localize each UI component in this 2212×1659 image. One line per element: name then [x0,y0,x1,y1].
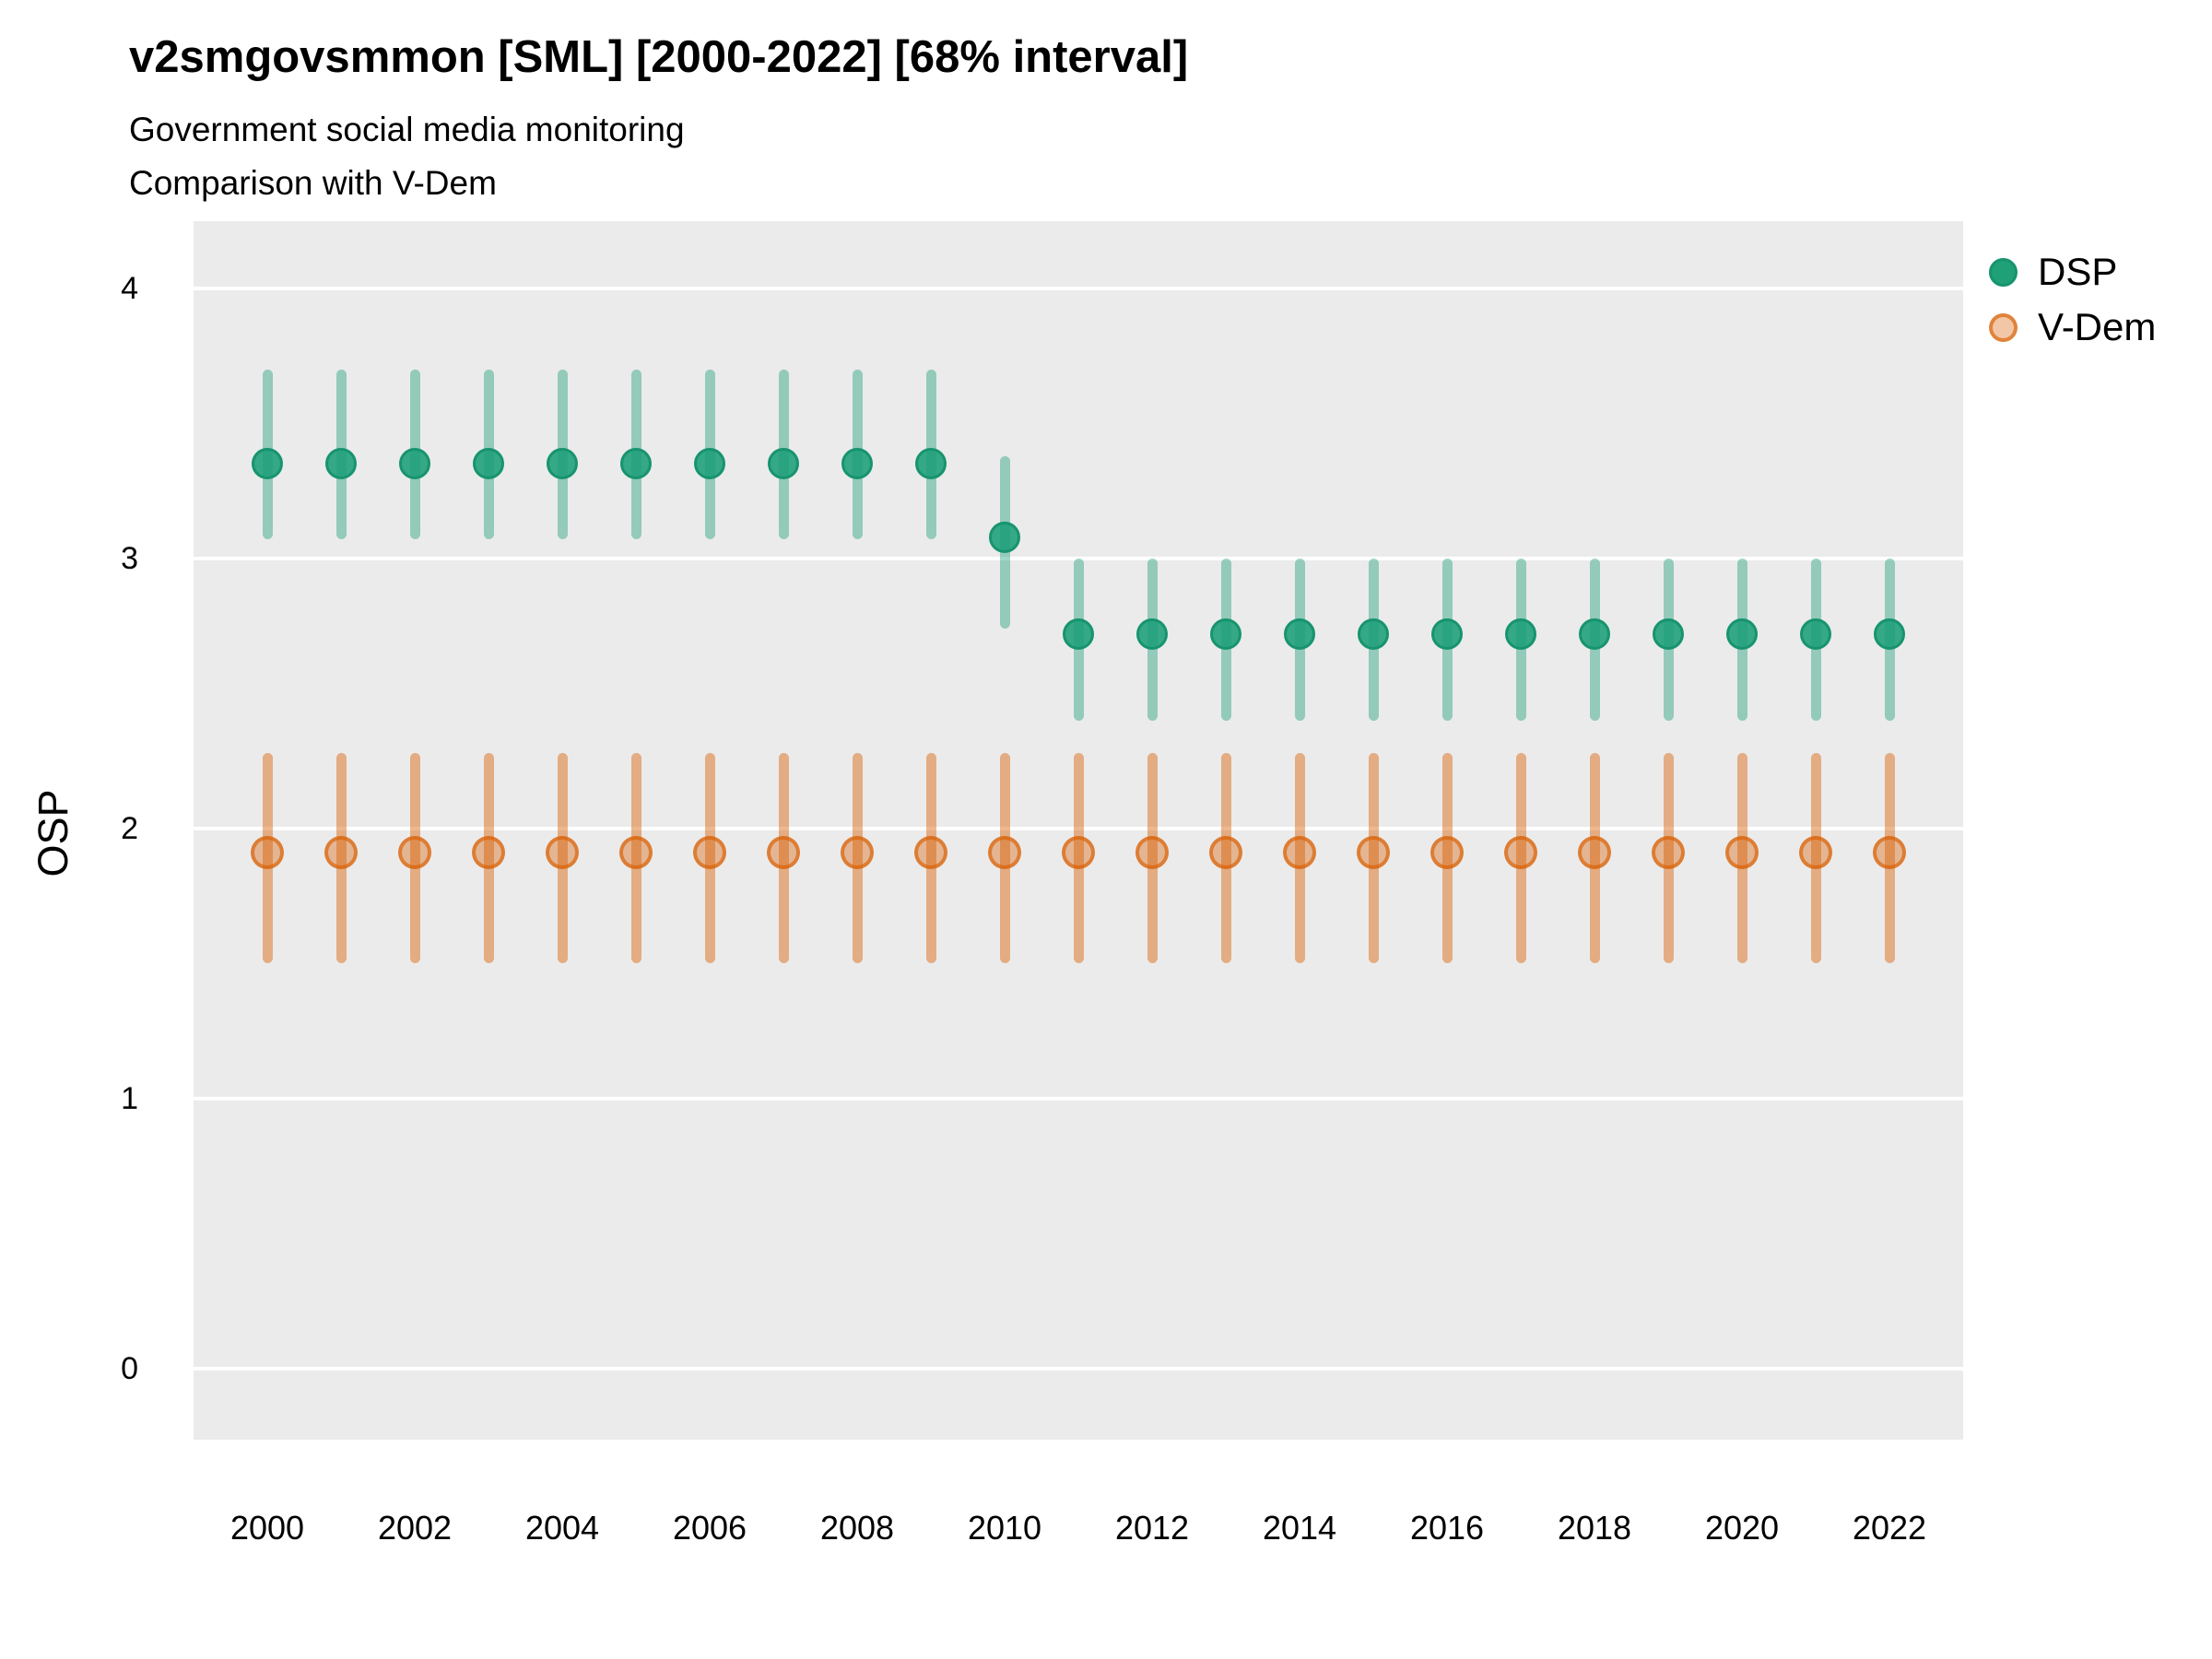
y-tick-label-1: 1 [121,1081,138,1116]
v-dem-point-2014 [1283,836,1316,870]
dsp-point-2011 [1063,618,1094,651]
legend-label-vdem: V-Dem [2038,305,2157,348]
x-tick-label-2022: 2022 [1852,1509,1927,1547]
v-dem-point-2020 [1725,836,1759,870]
v-dem-point-2022 [1873,836,1906,870]
v-dem-point-2015 [1357,836,1390,870]
x-tick-label-2018: 2018 [1557,1509,1632,1547]
x-tick-label-2016: 2016 [1409,1509,1485,1547]
v-dem-point-2004 [546,836,579,870]
x-tick-label-2002: 2002 [377,1509,453,1547]
x-tick-label-2006: 2006 [672,1509,747,1547]
y-tick-label-0: 0 [121,1351,138,1386]
legend: DSP V-Dem [1989,251,2156,348]
dsp-point-2006 [694,448,725,480]
v-dem-point-2013 [1209,836,1242,870]
dsp-point-2019 [1653,618,1684,651]
x-tick-label-2010: 2010 [967,1509,1042,1547]
x-tick-label-2012: 2012 [1114,1509,1190,1547]
chart-subtitle-line-1: Government social media monitoring [129,111,685,148]
gridline-y-4 [194,287,1963,290]
v-dem-point-2000 [251,836,284,870]
gridline-y-1 [194,1097,1963,1100]
v-dem-point-2019 [1652,836,1685,870]
v-dem-point-2008 [841,836,874,870]
v-dem-point-2006 [693,836,726,870]
x-tick-label-2000: 2000 [229,1509,305,1547]
dsp-point-2018 [1579,618,1610,651]
legend-item-dsp: DSP [1989,251,2156,293]
dsp-point-2002 [399,448,430,480]
dsp-point-2010 [989,521,1020,553]
dsp-point-2000 [252,448,283,480]
gridline-y-2 [194,827,1963,830]
gridline-y-3 [194,557,1963,560]
chart-subtitle-line-2: Comparison with V-Dem [129,164,497,202]
dsp-point-2015 [1358,618,1389,651]
legend-label-dsp: DSP [2038,250,2118,293]
x-tick-label-2008: 2008 [819,1509,895,1547]
v-dem-point-2003 [472,836,505,870]
v-dem-point-2001 [324,836,358,870]
v-dem-point-2021 [1799,836,1832,870]
dsp-point-2016 [1431,618,1463,651]
y-tick-label-3: 3 [121,541,138,576]
legend-item-vdem: V-Dem [1989,306,2156,348]
v-dem-point-2009 [914,836,947,870]
dsp-point-2014 [1284,618,1315,651]
dsp-point-2009 [915,448,947,480]
dsp-point-2004 [547,448,578,480]
v-dem-point-2018 [1578,836,1611,870]
dsp-point-2017 [1505,618,1536,651]
v-dem-point-2017 [1504,836,1537,870]
y-tick-label-2: 2 [121,811,138,846]
chart-title: v2smgovsmmon [SML] [2000-2022] [68% inte… [129,32,1189,82]
plot-panel [194,221,1963,1440]
v-dem-point-2002 [398,836,431,870]
v-dem-point-2005 [619,836,653,870]
dsp-point-2021 [1800,618,1831,651]
v-dem-point-2016 [1430,836,1464,870]
dsp-point-2022 [1874,618,1905,651]
dsp-point-2013 [1210,618,1241,651]
v-dem-point-2010 [988,836,1021,870]
x-tick-label-2020: 2020 [1704,1509,1780,1547]
gridline-y-0 [194,1367,1963,1371]
dsp-point-2001 [325,448,357,480]
dsp-point-2003 [473,448,504,480]
dsp-point-2020 [1726,618,1758,651]
vdem-legend-marker-icon [1989,312,2018,342]
dsp-point-2008 [841,448,873,480]
x-tick-label-2014: 2014 [1262,1509,1337,1547]
v-dem-point-2011 [1062,836,1095,870]
dsp-point-2007 [768,448,799,480]
dsp-point-2012 [1136,618,1168,651]
dsp-point-2005 [620,448,652,480]
x-tick-label-2004: 2004 [524,1509,600,1547]
dsp-legend-marker-icon [1989,257,2018,287]
v-dem-point-2007 [767,836,800,870]
v-dem-point-2012 [1135,836,1169,870]
y-tick-label-4: 4 [121,271,138,306]
